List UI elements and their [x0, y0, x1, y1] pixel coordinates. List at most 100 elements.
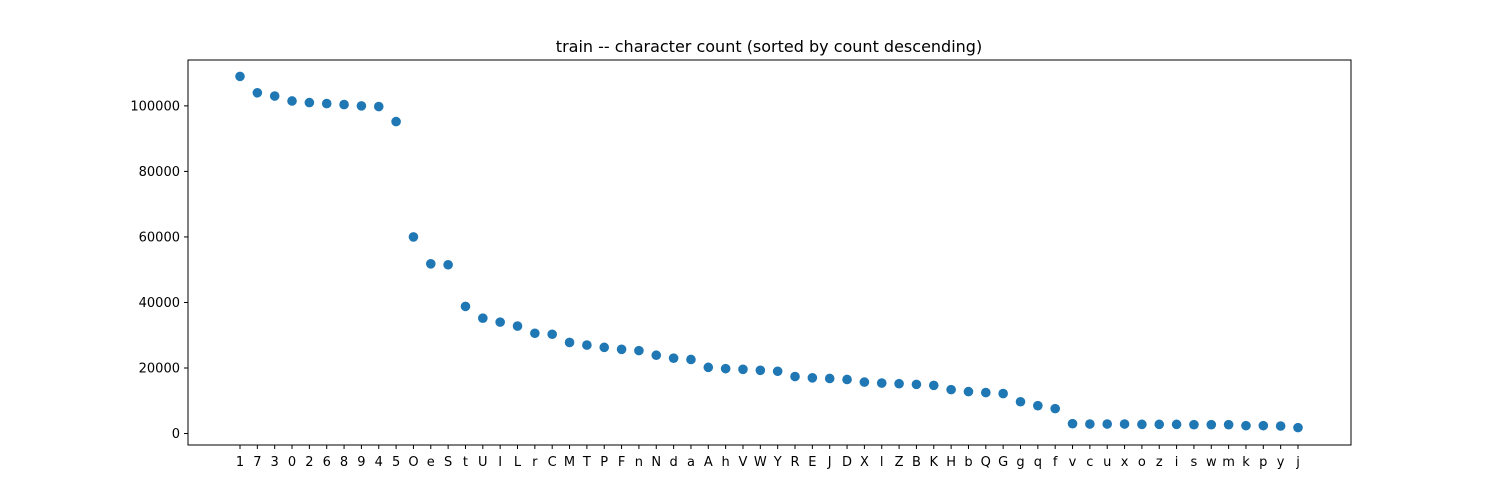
- x-tick-label: s: [1191, 455, 1198, 470]
- data-point-a: [686, 354, 696, 365]
- data-point-D: [842, 374, 852, 385]
- x-tick-label: b: [964, 455, 972, 470]
- x-tick-label: 4: [375, 455, 383, 470]
- data-point-g: [1015, 396, 1026, 407]
- x-tick-label: c: [1086, 455, 1093, 470]
- data-point-L: [512, 321, 523, 331]
- data-point-o: [1137, 419, 1147, 430]
- data-point-8: [339, 99, 349, 110]
- x-tick-label: o: [1138, 455, 1146, 470]
- x-tick-label: h: [722, 455, 730, 470]
- data-point-5: [391, 116, 401, 127]
- x-tick-label: M: [564, 455, 575, 470]
- x-tick-label: R: [790, 455, 799, 470]
- x-tick-label: I: [498, 455, 502, 470]
- x-tick-label: l: [880, 455, 884, 470]
- y-tick-label: 80000: [139, 165, 180, 180]
- data-point-Y: [772, 366, 783, 377]
- x-tick-label: 7: [253, 455, 261, 470]
- x-tick-label: 3: [271, 455, 279, 470]
- x-tick-label: j: [1295, 455, 1300, 470]
- x-tick-label: J: [827, 455, 832, 470]
- x-tick-label: K: [930, 455, 939, 470]
- x-tick-label: A: [704, 455, 713, 470]
- x-tick-label: X: [860, 455, 869, 470]
- data-point-e: [425, 259, 436, 269]
- x-tick-label: r: [532, 455, 538, 470]
- data-point-6: [321, 98, 332, 109]
- data-point-Q: [981, 387, 991, 398]
- data-point-G: [998, 388, 1008, 399]
- x-tick-label: 8: [340, 455, 348, 470]
- data-point-k: [1241, 420, 1251, 431]
- data-point-2: [304, 97, 315, 108]
- chart-title: train -- character count (sorted by coun…: [556, 37, 982, 56]
- data-point-t: [460, 301, 471, 312]
- data-point-C: [547, 329, 557, 340]
- data-point-7: [252, 87, 263, 98]
- x-tick-label: k: [1242, 455, 1250, 470]
- data-point-l: [876, 378, 887, 388]
- data-point-b: [963, 386, 974, 397]
- x-tick-label: g: [1016, 455, 1024, 470]
- data-point-9: [356, 101, 367, 111]
- data-point-m: [1223, 419, 1234, 430]
- y-tick-label: 60000: [139, 230, 180, 245]
- x-tick-label: v: [1069, 455, 1077, 470]
- x-tick-label: e: [427, 455, 435, 470]
- x-tick-label: n: [635, 455, 643, 470]
- data-point-R: [790, 371, 800, 382]
- data-point-O: [408, 232, 419, 242]
- x-tick-label: Q: [981, 455, 991, 470]
- x-tick-label: p: [1259, 455, 1267, 470]
- y-tick-label: 40000: [139, 296, 180, 311]
- x-tick-label: m: [1222, 455, 1235, 470]
- x-tick-label: L: [514, 455, 522, 470]
- x-tick-label: u: [1103, 455, 1111, 470]
- data-point-3: [269, 91, 280, 101]
- x-tick-label: Y: [773, 455, 782, 470]
- x-tick-label: Z: [895, 455, 904, 470]
- x-tick-label: W: [754, 455, 767, 470]
- data-point-J: [824, 373, 835, 384]
- data-point-P: [599, 342, 610, 353]
- data-point-d: [668, 353, 679, 363]
- x-tick-label: a: [687, 455, 695, 470]
- x-tick-label: w: [1206, 455, 1217, 470]
- x-tick-label: S: [444, 455, 452, 470]
- x-tick-label: 0: [288, 455, 296, 470]
- data-point-V: [738, 364, 748, 375]
- data-point-H: [946, 384, 956, 395]
- x-tick-label: N: [651, 455, 661, 470]
- data-point-0: [287, 96, 297, 106]
- data-point-u: [1102, 419, 1113, 429]
- data-point-y: [1275, 421, 1286, 431]
- y-tick-label: 0: [172, 427, 180, 442]
- x-tick-label: U: [478, 455, 488, 470]
- data-point-F: [616, 344, 627, 355]
- data-point-j: [1293, 422, 1303, 433]
- x-tick-label: T: [582, 455, 591, 470]
- data-point-A: [703, 362, 714, 373]
- x-tick-label: G: [998, 455, 1008, 470]
- data-point-W: [755, 365, 766, 376]
- x-tick-label: 1: [236, 455, 244, 470]
- x-tick-label: H: [946, 455, 956, 470]
- data-point-h: [720, 363, 731, 374]
- x-tick-label: x: [1121, 455, 1129, 470]
- data-point-B: [911, 379, 922, 390]
- data-point-M: [564, 337, 575, 348]
- data-point-x: [1119, 419, 1130, 429]
- x-tick-label: z: [1156, 455, 1163, 470]
- x-tick-label: f: [1053, 455, 1058, 470]
- data-point-S: [443, 259, 453, 270]
- data-point-i: [1171, 419, 1182, 430]
- x-tick-label: 2: [305, 455, 313, 470]
- x-tick-label: q: [1034, 455, 1042, 470]
- x-tick-label: O: [408, 455, 418, 470]
- data-point-s: [1189, 419, 1199, 430]
- data-point-K: [928, 380, 939, 391]
- x-tick-label: D: [842, 455, 852, 470]
